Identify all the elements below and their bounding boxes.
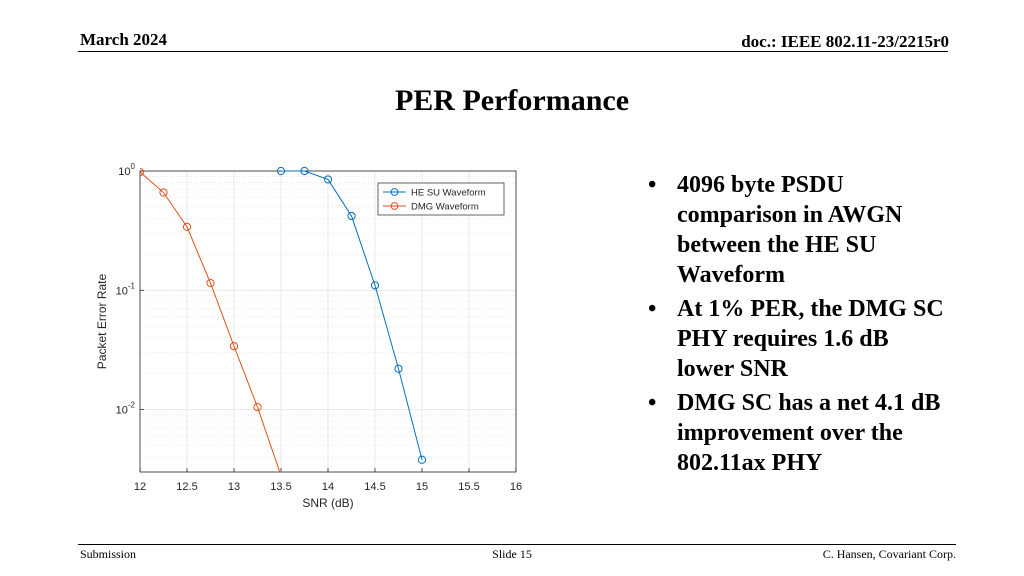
data-point <box>370 281 380 290</box>
header-divider <box>78 51 948 52</box>
per-chart: 12 12.5 13 13.5 14 14.5 15 15.5 16 100 10-1 10-2 SNR… <box>95 162 522 510</box>
x-tick-label: 12.5 <box>176 481 197 493</box>
header-date: March 2024 <box>80 30 168 49</box>
data-point <box>206 278 215 288</box>
bullet-list: 4096 byte PSDU comparison in AWGN betwee… <box>648 170 948 482</box>
data-point <box>300 166 309 176</box>
y-tick-label: 10-1 <box>116 281 136 297</box>
header-doc-id: doc.: IEEE 802.11-23/2215r0 <box>741 32 949 51</box>
bullet-item: 4096 byte PSDU comparison in AWGN betwee… <box>648 170 948 290</box>
x-tick-label: 12 <box>134 481 146 493</box>
x-tick-label: 15 <box>416 481 428 493</box>
legend-box <box>377 182 505 216</box>
bullet-item: DMG SC has a net 4.1 dB improvement over… <box>648 388 948 478</box>
legend-entry: DMG Waveform <box>411 202 479 213</box>
series-dmg <box>140 167 284 472</box>
data-point <box>276 166 286 176</box>
y-axis-label: Packet Error Rate <box>95 273 109 369</box>
data-point <box>159 188 168 197</box>
x-tick-label: 16 <box>510 481 522 493</box>
slide-title: PER Performance <box>394 84 630 117</box>
data-point <box>323 175 333 184</box>
x-tick-label: 14 <box>322 481 334 493</box>
data-point <box>394 364 403 373</box>
footer-divider <box>78 544 956 545</box>
legend: HE SU Waveform DMG Waveform <box>377 182 505 216</box>
data-point <box>182 222 192 231</box>
series-line <box>281 170 423 460</box>
legend-marker <box>390 202 399 210</box>
x-tick-label: 13 <box>228 481 240 493</box>
series-line <box>140 171 281 472</box>
data-point <box>253 402 262 412</box>
x-tick-label: 14.5 <box>364 481 385 493</box>
legend-marker <box>390 188 399 196</box>
x-tick-label: 15.5 <box>458 481 479 493</box>
legend-entry: HE SU Waveform <box>411 188 486 199</box>
y-tick-label: 100 <box>118 162 135 178</box>
footer-author: C. Hansen, Covariant Corp. <box>822 547 956 561</box>
footer-submission: Submission <box>80 547 137 561</box>
series-he-su <box>276 166 427 464</box>
data-point <box>417 455 427 464</box>
data-point <box>229 342 239 351</box>
x-axis-label: SNR (dB) <box>302 496 353 510</box>
data-point <box>347 211 356 221</box>
data-point <box>278 471 284 472</box>
y-tick-label: 10-2 <box>116 401 136 417</box>
data-point <box>140 167 145 177</box>
bullet-item: At 1% PER, the DMG SC PHY requires 1.6 d… <box>648 294 948 384</box>
x-tick-label: 13.5 <box>270 481 291 493</box>
footer-slide-number: Slide 15 <box>492 547 532 561</box>
